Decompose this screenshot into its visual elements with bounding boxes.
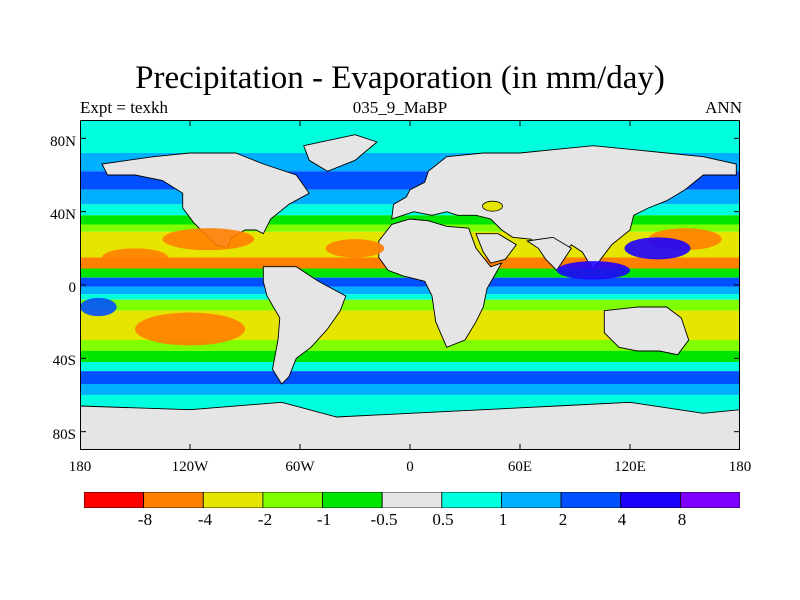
x-tick-label: 180 bbox=[728, 459, 752, 475]
zonal-band bbox=[80, 384, 740, 395]
x-tick-label: 120W bbox=[171, 459, 209, 475]
zonal-band bbox=[80, 351, 740, 362]
x-tick-label: 60W bbox=[285, 459, 315, 475]
experiment-label: Expt = texkh bbox=[80, 98, 168, 117]
zonal-band bbox=[80, 371, 740, 384]
inland-sea bbox=[482, 200, 503, 212]
precip-feature bbox=[556, 261, 630, 280]
x-tick-label: 60E bbox=[507, 459, 533, 475]
zonal-band bbox=[80, 294, 740, 300]
zonal-band bbox=[80, 286, 740, 295]
colorbar-box bbox=[679, 492, 740, 508]
map-frame bbox=[80, 120, 740, 450]
colorbar-label: 0.5 bbox=[432, 510, 454, 529]
pme-map bbox=[80, 120, 740, 450]
continents bbox=[80, 134, 740, 450]
colorbar-box bbox=[381, 492, 443, 508]
zonal-band bbox=[80, 277, 740, 287]
precip-feature bbox=[135, 312, 245, 346]
continent bbox=[262, 266, 347, 385]
precip-feature bbox=[624, 237, 691, 260]
colorbar-label: 2 bbox=[558, 510, 568, 529]
colorbar-label: 1 bbox=[498, 510, 508, 529]
y-tick-label: 80N bbox=[50, 134, 76, 150]
colorbar-box bbox=[202, 492, 264, 508]
continent bbox=[391, 145, 737, 272]
continent bbox=[378, 218, 503, 348]
colorbar-label: -8 bbox=[137, 510, 153, 529]
y-tick-label: 40N bbox=[50, 207, 76, 223]
continent bbox=[303, 134, 378, 172]
zonal-band bbox=[80, 362, 740, 372]
zonal-band bbox=[80, 299, 740, 311]
precip-feature bbox=[162, 228, 255, 251]
x-tick-label: 120E bbox=[614, 459, 646, 475]
colorbar-box bbox=[501, 492, 562, 508]
continent bbox=[80, 401, 740, 450]
precip-feature bbox=[325, 239, 385, 258]
y-tick-label: 0 bbox=[68, 280, 77, 296]
colorbar-box bbox=[262, 492, 323, 508]
y-tick-label: 40S bbox=[52, 353, 76, 369]
y-tick-label: 80S bbox=[52, 427, 76, 443]
precip-feature bbox=[102, 248, 168, 267]
colorbar-box bbox=[560, 492, 622, 508]
x-tick-label: 180 bbox=[68, 459, 92, 475]
local-features bbox=[80, 228, 722, 346]
continent bbox=[475, 233, 517, 264]
season-label: ANN bbox=[705, 98, 742, 117]
colorbar-box bbox=[84, 492, 145, 508]
colorbar-box bbox=[322, 492, 383, 508]
colorbar-label: 4 bbox=[617, 510, 627, 529]
colorbar-label: -4 bbox=[197, 510, 213, 529]
continent bbox=[603, 306, 690, 356]
x-tick-label: 0 bbox=[406, 459, 414, 475]
colorbar-box bbox=[620, 492, 681, 508]
precip-feature bbox=[80, 297, 117, 317]
zonal-band bbox=[80, 340, 740, 351]
colorbar-box bbox=[143, 492, 204, 508]
colorbar-label: -0.5 bbox=[370, 510, 398, 529]
colorbar-box bbox=[441, 492, 502, 508]
continent bbox=[101, 152, 310, 249]
zonal-band bbox=[80, 395, 740, 406]
colorbar bbox=[84, 492, 740, 508]
time-label: 035_9_MaBP bbox=[352, 98, 448, 117]
chart-title: Precipitation - Evaporation (in mm/day) bbox=[135, 60, 665, 96]
colorbar-label: -2 bbox=[257, 510, 273, 529]
colorbar-label: -1 bbox=[316, 510, 332, 529]
colorbar-label: 8 bbox=[677, 510, 687, 529]
